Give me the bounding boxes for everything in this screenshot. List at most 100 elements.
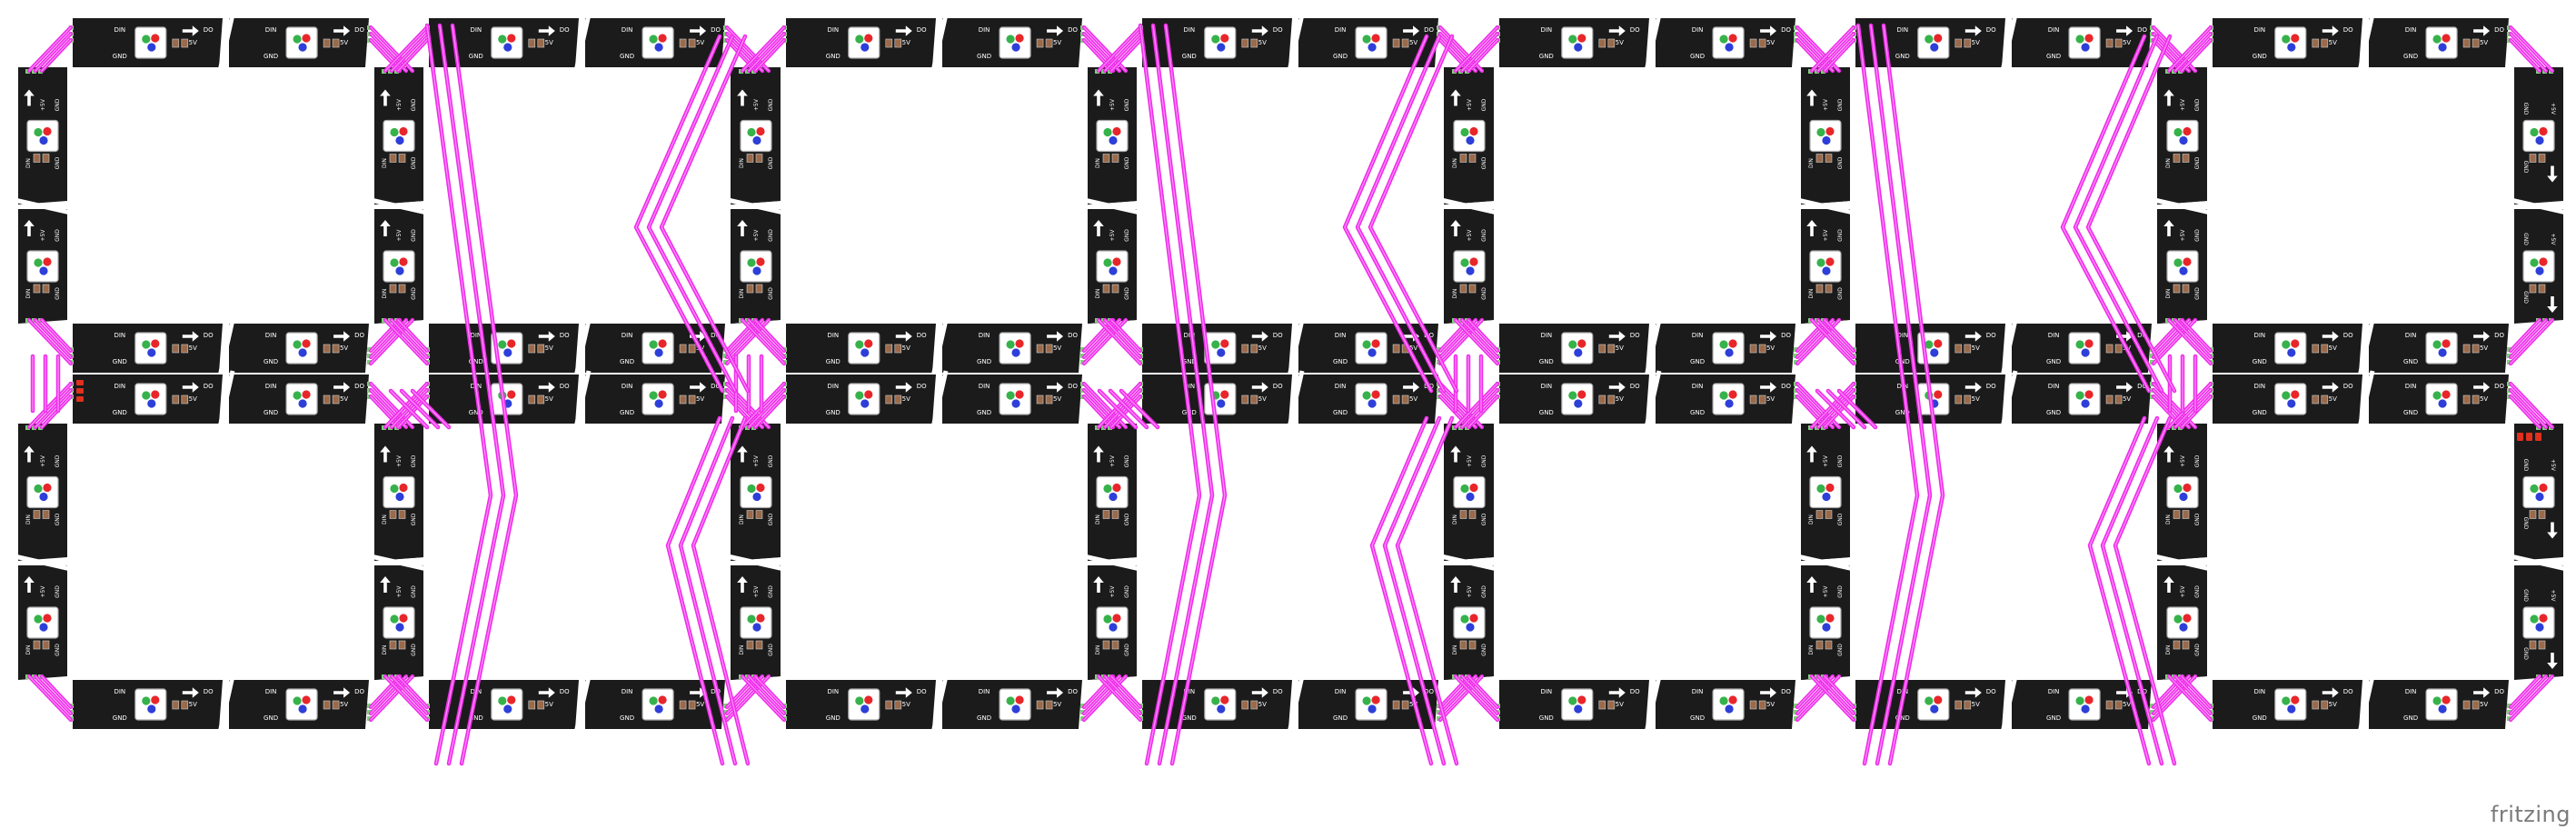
- led-red: [2539, 483, 2548, 493]
- solder-pad: [746, 510, 754, 519]
- wire-highlight: [1083, 319, 1120, 358]
- strip-label: DIN: [739, 289, 745, 299]
- strip-label: GND: [411, 229, 417, 242]
- strip-cut: [1287, 675, 1305, 734]
- wire-highlight: [1439, 319, 1477, 358]
- strip-label: DIN: [827, 332, 839, 339]
- led-red: [399, 614, 408, 623]
- strip-label: +5V: [1253, 701, 1267, 708]
- wire-highlight: [1817, 675, 1855, 714]
- solder-pad: [2462, 344, 2471, 354]
- strip-label: DIN: [622, 688, 633, 695]
- strip-label: GND: [1539, 409, 1554, 416]
- strip-label: +5V: [396, 229, 403, 242]
- solder-pad: [1468, 510, 1477, 519]
- strip-label: GND: [1481, 287, 1487, 300]
- solder-pad: [537, 344, 545, 354]
- solder-pad: [1045, 38, 1053, 48]
- solder-pad: [1815, 640, 1824, 650]
- strip-label: GND: [1895, 714, 1910, 722]
- solder-pad: [1392, 38, 1400, 48]
- strip-label: +5V: [1109, 585, 1116, 598]
- strip-label: DO: [2343, 332, 2353, 339]
- led-green: [649, 35, 658, 44]
- led-chip-icon: [1712, 688, 1745, 721]
- solder-pad: [2173, 510, 2181, 519]
- strip-label: GND: [1481, 585, 1487, 598]
- strip-label: GND: [2046, 358, 2061, 365]
- solder-pad: [1468, 154, 1477, 163]
- solder-pad: [885, 344, 893, 354]
- wire-highlight: [2510, 39, 2541, 72]
- solder-pad: [172, 395, 180, 405]
- pin-dot: [367, 716, 372, 721]
- strip-label: GND: [1124, 98, 1130, 111]
- strip-label: DIN: [1452, 514, 1458, 524]
- wire-highlight: [1455, 26, 1498, 72]
- led-blue: [1011, 43, 1020, 52]
- strip-label: +5V: [1966, 395, 1980, 403]
- solder-pad: [2105, 395, 2114, 405]
- strip-cut: [217, 14, 235, 72]
- strip-cut: [930, 14, 949, 72]
- strip-label: GND: [1124, 156, 1130, 169]
- solder-pad: [2105, 344, 2114, 354]
- strip-label: GND: [1539, 53, 1554, 60]
- strip-label: DO: [917, 688, 927, 695]
- solder-pad: [1607, 38, 1616, 48]
- strip-label: DIN: [470, 26, 482, 34]
- solder-pad: [398, 284, 406, 294]
- strip-cut: [930, 675, 949, 734]
- solder-pad: [389, 154, 397, 163]
- strip-label: GND: [55, 287, 61, 300]
- solder-pad: [1459, 640, 1467, 650]
- strip-label: GND: [768, 585, 774, 598]
- strip-cut: [1796, 197, 1855, 215]
- solder-pad: [755, 154, 763, 163]
- strip-label: +5V: [2117, 39, 2131, 46]
- wire-highlight: [1109, 390, 1148, 428]
- strip-label: DO: [1986, 688, 1996, 695]
- strip-cut: [2000, 319, 2018, 377]
- solder-pad: [172, 700, 180, 710]
- strip-label: DIN: [2253, 26, 2265, 34]
- wire-highlight: [1439, 675, 1477, 714]
- solder-pad: [1825, 284, 1833, 294]
- strip-label: GND: [113, 53, 127, 60]
- solder-pad: [1758, 344, 1766, 354]
- strip-label: GND: [1690, 409, 1705, 416]
- strip-label: GND: [1837, 156, 1844, 169]
- solder-pad: [2114, 700, 2123, 710]
- led-blue: [2535, 623, 2544, 632]
- arrow-up-icon: [1806, 220, 1817, 236]
- led-red: [756, 483, 765, 493]
- led-chip-icon: [1355, 383, 1387, 415]
- led-chip-icon: [999, 26, 1031, 59]
- arrow-right-icon: [1760, 331, 1777, 342]
- led-blue: [1822, 135, 1831, 145]
- led-chip-icon: [1355, 688, 1387, 721]
- strip-label: +5V: [540, 701, 553, 708]
- strip-label: +5V: [691, 39, 704, 46]
- wire-highlight: [2510, 675, 2547, 714]
- led-blue: [752, 266, 761, 275]
- led-green: [1362, 340, 1371, 349]
- led-chip-icon: [2166, 475, 2199, 509]
- wire-highlight: [384, 319, 428, 365]
- led-red: [2291, 695, 2300, 704]
- solder-pad: [2529, 284, 2537, 294]
- strip-label: GND: [768, 98, 774, 111]
- led-chip-icon: [642, 383, 674, 415]
- strip-label: +5V: [2550, 590, 2556, 603]
- strip-label: DIN: [1692, 383, 1704, 390]
- pin-dot: [1080, 360, 1085, 365]
- strip-label: GND: [55, 585, 61, 598]
- led-blue: [860, 704, 870, 714]
- led-panel: DIN GND +5V DO DIN GND +5V DO DIN GND +5V DO DIN GND +…: [2153, 370, 2568, 734]
- wire-highlight: [2510, 319, 2541, 352]
- arrow-down-icon: [2547, 165, 2558, 183]
- led-green: [293, 340, 302, 349]
- wire-highlight: [1817, 319, 1855, 358]
- led-red: [2539, 257, 2548, 266]
- strip-label: +5V: [1823, 585, 1829, 598]
